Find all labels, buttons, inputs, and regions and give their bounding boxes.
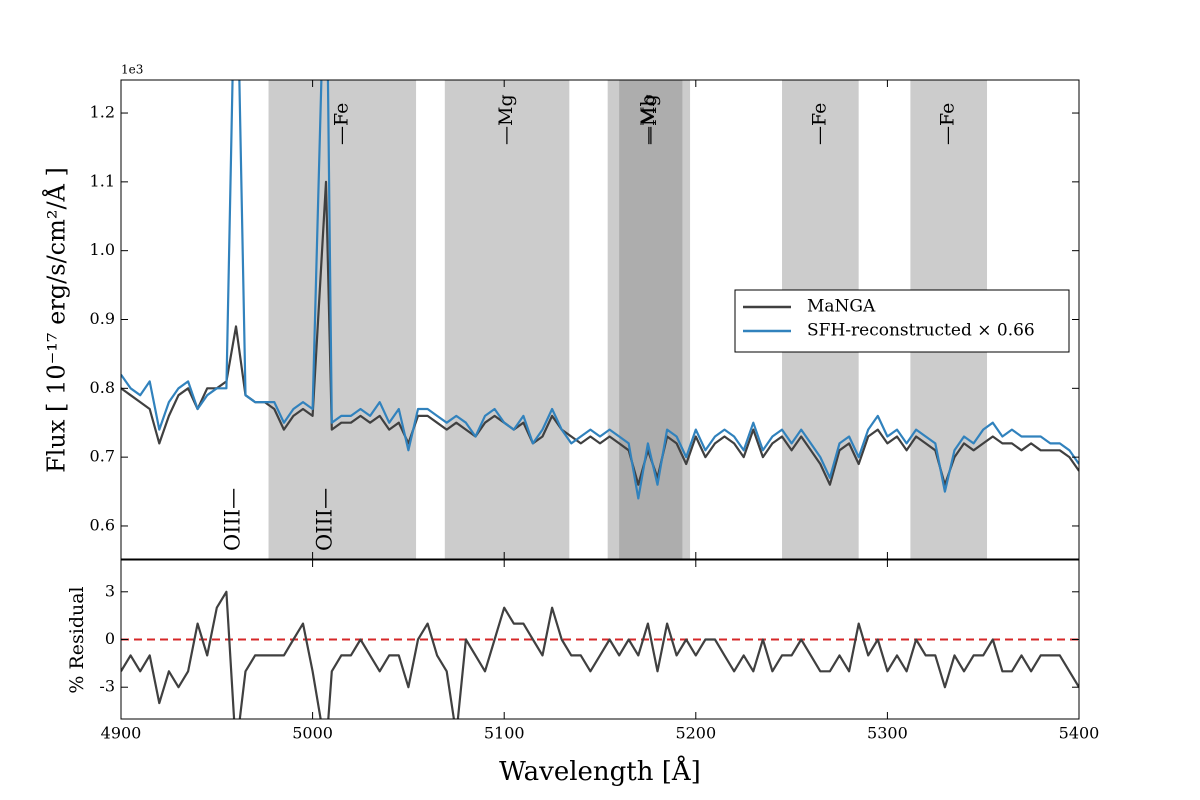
x-tick-label: 4900 bbox=[101, 724, 142, 743]
y-axis-label: % Residual bbox=[66, 586, 88, 693]
x-tick-label: 5000 bbox=[292, 724, 333, 743]
band-label: —Mg bbox=[495, 94, 517, 145]
band-label: —Mb bbox=[637, 94, 659, 145]
band bbox=[444, 80, 570, 559]
band bbox=[619, 80, 683, 559]
y-tick-label: -3 bbox=[99, 677, 115, 696]
annotation: OIII— bbox=[221, 488, 245, 551]
band bbox=[607, 80, 691, 559]
plot-area bbox=[121, 590, 1079, 719]
x-axis-label: Wavelength [Å] bbox=[499, 755, 701, 787]
y-tick-label: 1.1 bbox=[90, 171, 115, 190]
x-tick-label: 5300 bbox=[867, 724, 908, 743]
band-label: —Fe bbox=[808, 103, 830, 145]
y-tick-label: 0 bbox=[105, 629, 115, 648]
y-tick-label: 0.9 bbox=[90, 309, 115, 328]
y-tick-label: 0.7 bbox=[90, 447, 115, 466]
y-tick-label: 1.2 bbox=[90, 103, 115, 122]
y-tick-label: 3 bbox=[105, 581, 115, 600]
band bbox=[268, 80, 417, 559]
data-line bbox=[121, 180, 1079, 486]
data-line bbox=[121, 80, 1079, 500]
band-label: —Fe bbox=[937, 103, 959, 145]
y-tick-label: 1.0 bbox=[90, 240, 115, 259]
legend-label: MaNGA bbox=[807, 297, 876, 317]
legend-label: SFH-reconstructed × 0.66 bbox=[807, 321, 1035, 341]
x-tick-label: 5200 bbox=[675, 724, 716, 743]
legend-box bbox=[734, 289, 1070, 353]
data-line bbox=[121, 590, 1079, 719]
band-label: —Mg bbox=[639, 94, 661, 145]
y-tick-label: 0.8 bbox=[90, 378, 115, 397]
y-offset-text: 1e3 bbox=[121, 63, 143, 77]
x-tick-label: 5100 bbox=[484, 724, 525, 743]
y-tick-label: 0.6 bbox=[90, 515, 115, 534]
x-tick-label: 5400 bbox=[1059, 724, 1100, 743]
annotation: OIII— bbox=[313, 488, 337, 551]
plot-area bbox=[121, 80, 1079, 559]
band-label: —Fe bbox=[330, 103, 352, 145]
y-axis-label: Flux [ 10⁻¹⁷ erg/s/cm²/Å ] bbox=[42, 167, 71, 473]
